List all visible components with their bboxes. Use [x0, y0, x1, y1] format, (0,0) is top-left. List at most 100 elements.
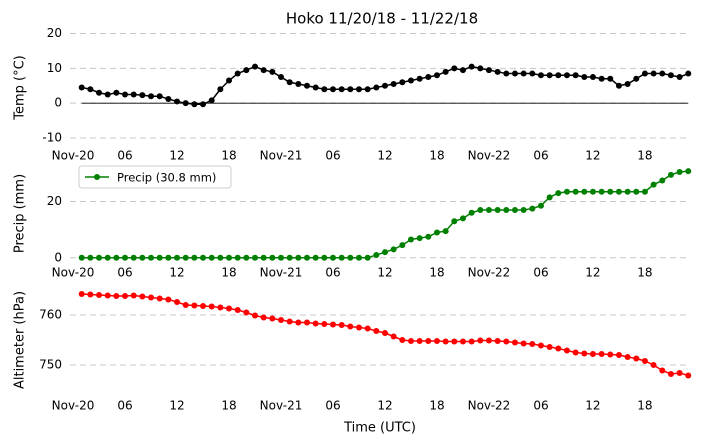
data-point	[191, 254, 198, 261]
data-point	[286, 79, 293, 86]
data-point	[269, 315, 276, 322]
data-point	[113, 89, 120, 96]
data-point	[113, 254, 120, 261]
data-point	[139, 92, 146, 99]
data-point	[667, 171, 674, 178]
data-point	[277, 254, 284, 261]
data-point	[208, 303, 215, 310]
data-point	[459, 338, 466, 345]
data-point	[494, 206, 501, 213]
data-point	[295, 81, 302, 88]
x-tick-label: 18	[637, 266, 652, 280]
data-point	[260, 254, 267, 261]
data-point	[381, 82, 388, 89]
y-tick-label: 0	[54, 96, 62, 110]
data-point	[468, 209, 475, 216]
data-point	[130, 91, 137, 98]
data-point	[520, 206, 527, 213]
data-point	[615, 188, 622, 195]
data-point	[260, 314, 267, 321]
data-point	[589, 351, 596, 357]
data-point	[633, 355, 640, 362]
x-tick-label: 06	[533, 149, 548, 163]
data-point	[139, 293, 146, 300]
data-point	[676, 74, 683, 81]
legend-box	[78, 165, 232, 189]
data-point	[537, 202, 544, 209]
data-point	[87, 86, 94, 93]
x-tick-label: 18	[429, 399, 444, 413]
data-point	[148, 294, 155, 301]
data-point	[338, 322, 345, 328]
data-point	[87, 291, 94, 298]
y-tick-label: 20	[47, 194, 62, 208]
y-axis-label: Precip (mm)	[13, 174, 28, 253]
data-point	[416, 235, 423, 242]
data-point	[182, 302, 189, 308]
data-point	[589, 74, 596, 81]
data-point	[416, 338, 423, 344]
data-point	[685, 372, 692, 379]
data-point	[459, 67, 466, 74]
data-point	[563, 188, 570, 195]
data-point	[511, 206, 518, 213]
data-point	[598, 351, 605, 357]
data-point	[364, 325, 371, 332]
data-point	[321, 86, 328, 93]
data-point	[433, 338, 440, 344]
data-point	[399, 242, 406, 249]
data-point	[174, 254, 181, 261]
x-tick-label: 12	[377, 399, 392, 413]
data-point	[277, 317, 284, 323]
data-point	[381, 249, 388, 256]
data-point	[312, 320, 319, 327]
x-tick-label: 06	[325, 399, 340, 413]
data-point	[529, 205, 536, 212]
data-point	[442, 338, 449, 345]
data-point	[286, 254, 293, 261]
data-point	[165, 296, 172, 303]
x-tick-label: 18	[221, 399, 236, 413]
data-point	[347, 86, 354, 93]
data-point	[607, 75, 614, 82]
x-tick-label: 06	[325, 266, 340, 280]
x-axis-label: Time (UTC)	[343, 421, 416, 436]
data-point	[659, 70, 666, 77]
data-point	[243, 254, 250, 261]
data-point	[364, 254, 371, 261]
x-tick-label: Nov-22	[468, 266, 511, 280]
data-point	[156, 93, 163, 100]
data-point	[269, 254, 276, 261]
data-point	[156, 254, 163, 261]
x-tick-label: 06	[117, 399, 132, 413]
x-tick-label: 18	[429, 149, 444, 163]
data-point	[347, 254, 354, 261]
x-tick-label: 18	[221, 149, 236, 163]
data-point	[667, 371, 674, 377]
data-point	[633, 188, 640, 195]
y-tick-label: 760	[39, 308, 62, 322]
data-point	[503, 70, 510, 77]
data-point	[650, 70, 657, 77]
x-tick-label: Nov-22	[468, 149, 511, 163]
data-point	[252, 312, 259, 319]
data-point	[485, 337, 492, 344]
data-point	[364, 86, 371, 93]
data-point	[477, 206, 484, 213]
data-point	[113, 293, 120, 299]
data-point	[459, 215, 466, 222]
data-point	[451, 218, 458, 225]
data-point	[226, 254, 233, 261]
data-point	[546, 194, 553, 201]
x-tick-label: 06	[533, 399, 548, 413]
data-point	[468, 338, 475, 345]
data-point	[598, 188, 605, 195]
data-point	[624, 188, 631, 195]
data-point	[130, 292, 137, 299]
data-point	[624, 354, 631, 360]
data-point	[104, 292, 111, 299]
data-point	[104, 254, 111, 261]
x-tick-label: 06	[117, 149, 132, 163]
y-tick-label: -10	[42, 131, 62, 145]
